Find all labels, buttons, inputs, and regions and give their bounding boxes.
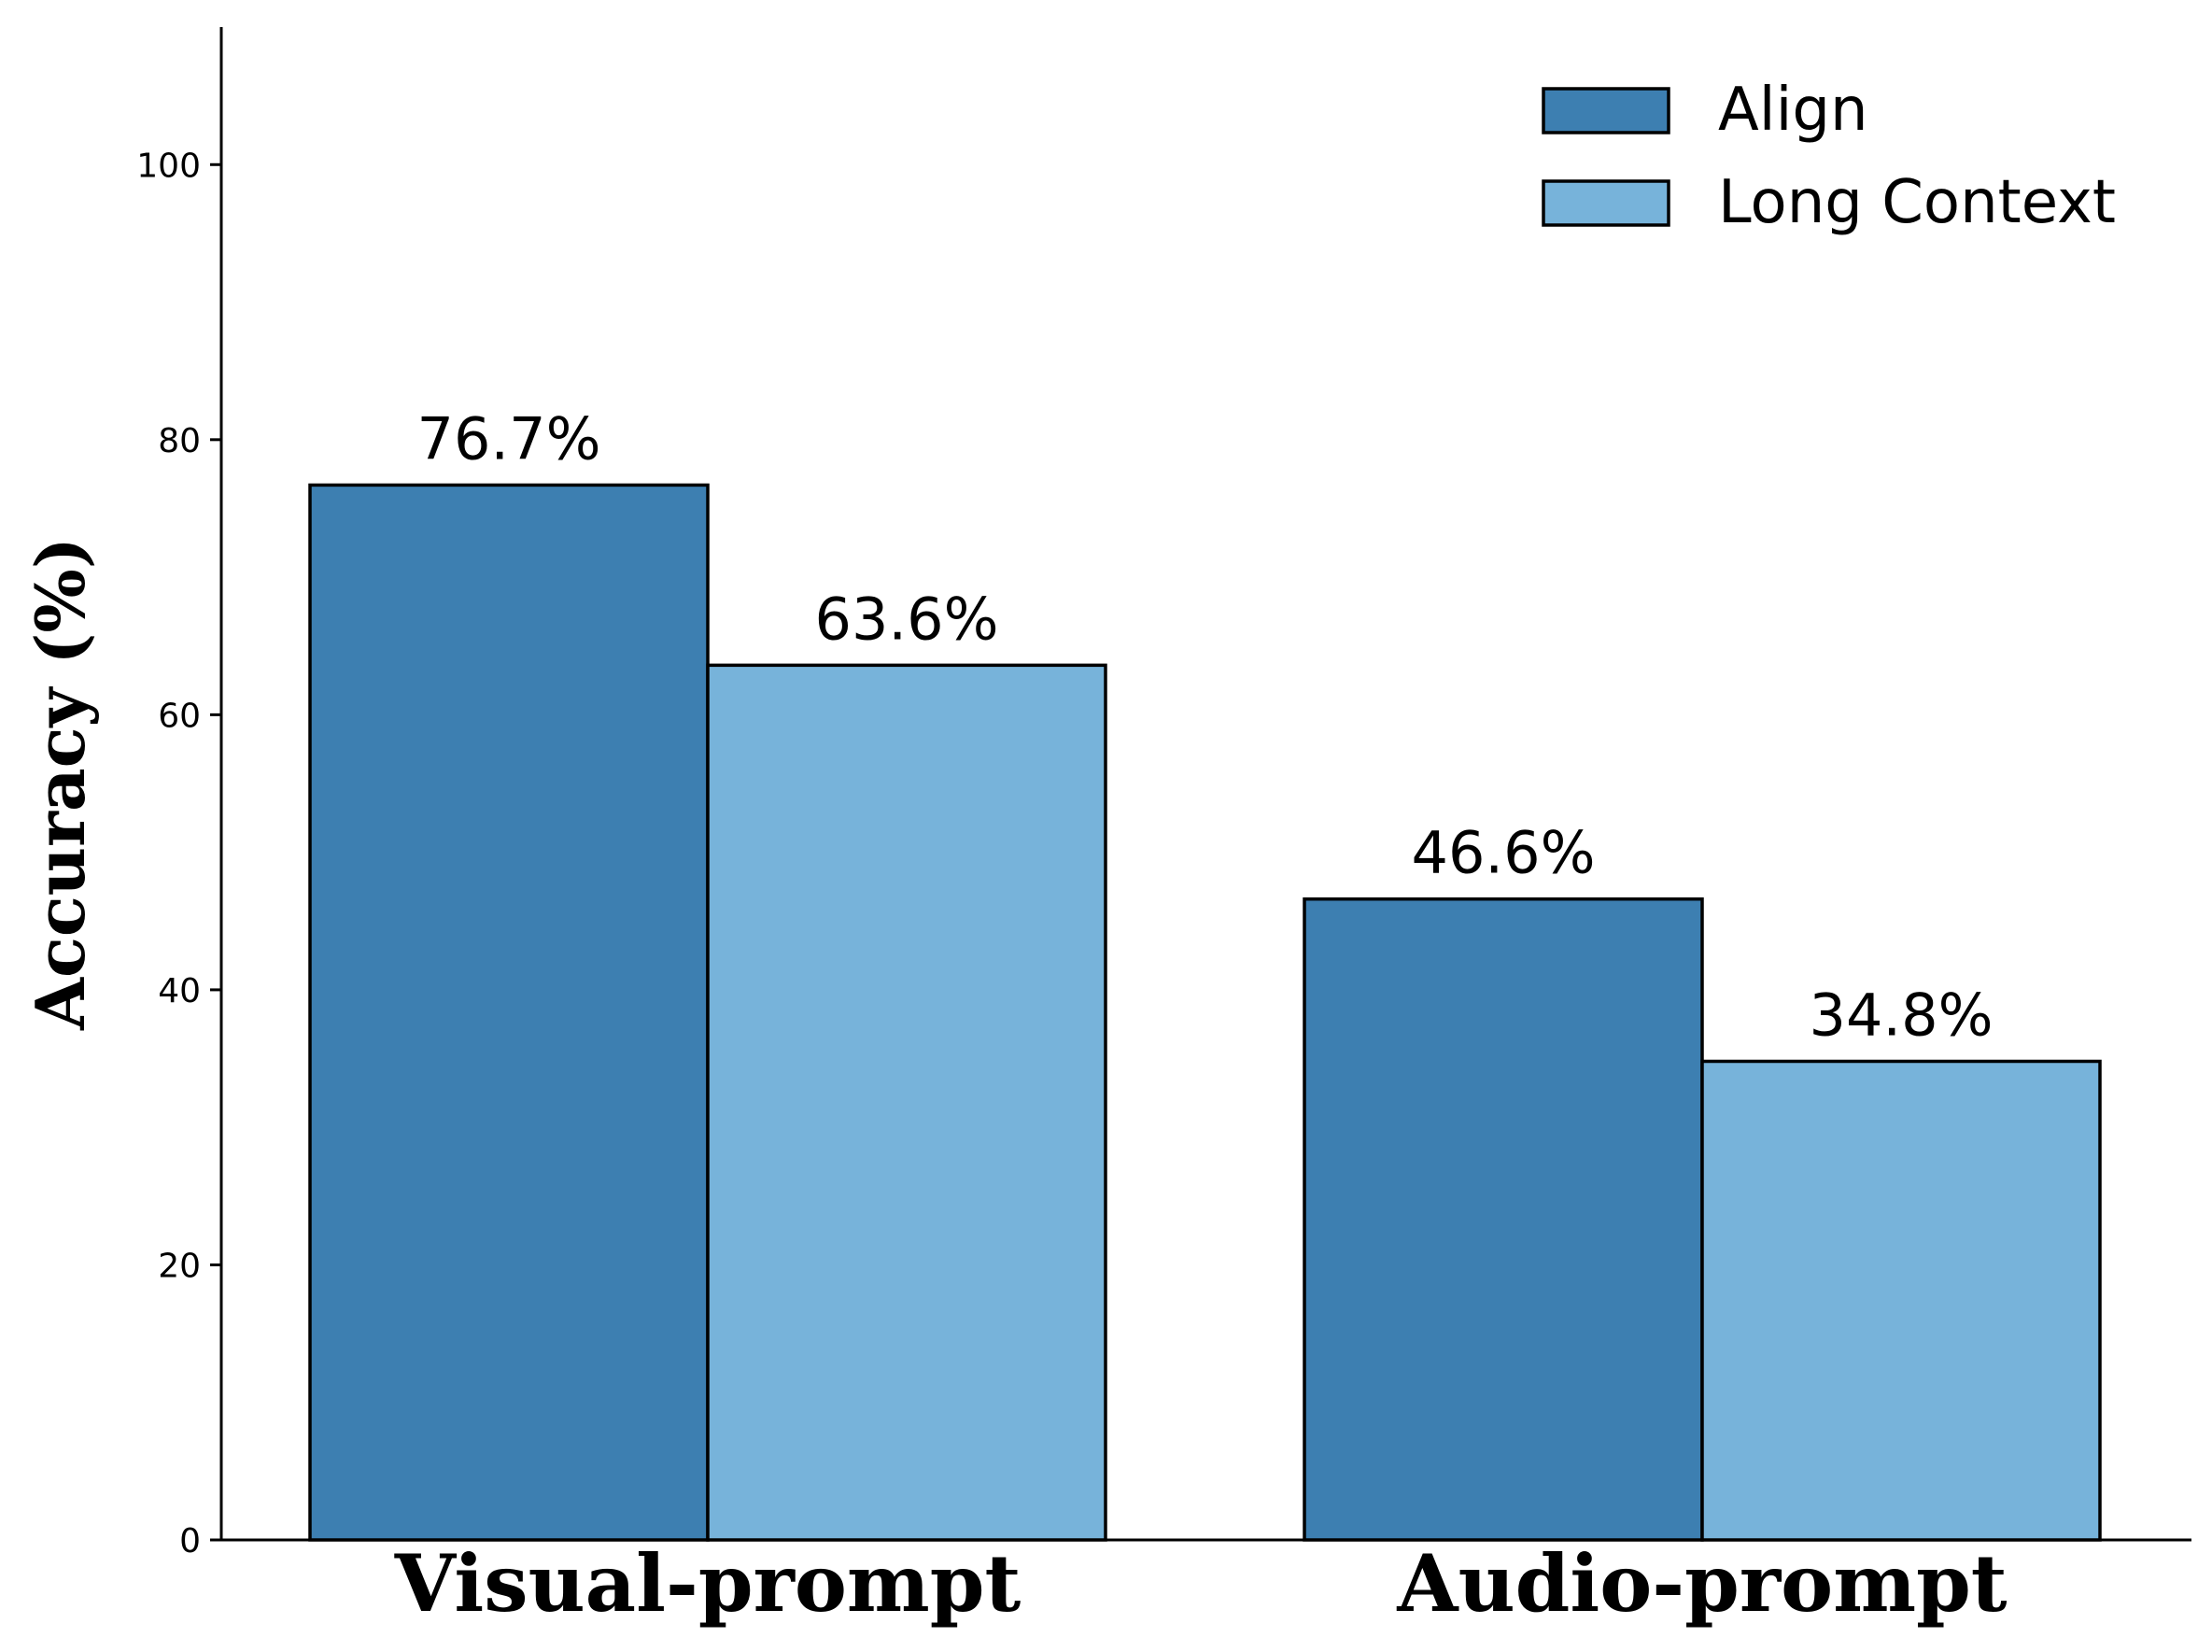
y-tick-label: 100 xyxy=(136,147,201,185)
y-ticks-group: 0 20 40 60 80 100 xyxy=(136,147,221,1560)
x-labels-group: Visual-prompt Audio-prompt xyxy=(394,1537,2008,1630)
bar-align-visual-prompt xyxy=(308,483,710,1542)
legend-swatch xyxy=(1542,179,1670,227)
y-tick-label: 60 xyxy=(158,697,201,735)
legend-swatch xyxy=(1542,87,1670,134)
bars-group xyxy=(308,483,2102,1542)
legend: Align Long Context xyxy=(1542,76,2116,237)
y-axis-label: Accuracy (%) xyxy=(21,537,100,1031)
bar-long-context-audio-prompt xyxy=(1700,1059,2102,1542)
y-tick-label: 20 xyxy=(158,1247,201,1285)
data-label: 63.6% xyxy=(815,585,999,653)
legend-label: Align xyxy=(1718,76,1868,145)
data-label: 46.6% xyxy=(1412,819,1596,887)
legend-label: Long Context xyxy=(1718,168,2116,237)
y-tick-label: 80 xyxy=(158,422,201,460)
bar-align-audio-prompt xyxy=(1303,897,1704,1542)
y-tick-label: 0 xyxy=(179,1522,201,1560)
x-category-label: Audio-prompt xyxy=(1396,1537,2007,1630)
data-label: 34.8% xyxy=(1810,981,1994,1049)
data-labels-group: 76.7% 63.6% 46.6% 34.8% xyxy=(417,404,1994,1049)
y-tick-label: 40 xyxy=(158,972,201,1010)
bar-long-context-visual-prompt xyxy=(706,663,1107,1542)
data-label: 76.7% xyxy=(417,404,601,473)
x-category-label: Visual-prompt xyxy=(394,1537,1021,1630)
